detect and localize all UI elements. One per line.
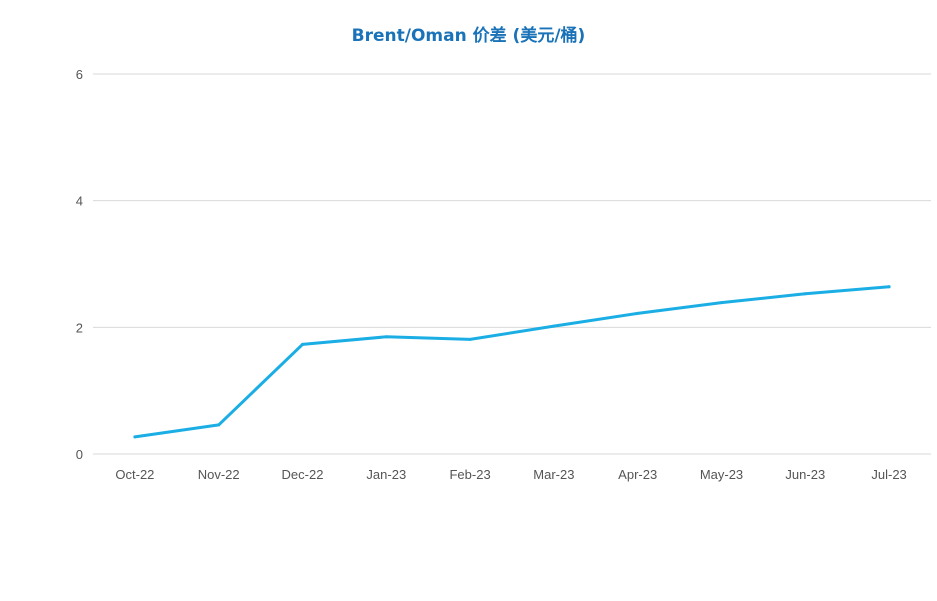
y-axis-tick-labels: 0 2 4 6 (76, 67, 83, 462)
x-tick-label: Jan-23 (366, 467, 406, 482)
x-tick-label: Jun-23 (785, 467, 825, 482)
data-point (217, 423, 221, 427)
data-point (384, 335, 388, 339)
data-point (720, 301, 723, 305)
data-point (636, 311, 640, 315)
y-tick-label: 6 (76, 67, 83, 82)
y-tick-label: 4 (76, 194, 83, 209)
data-point (887, 285, 891, 289)
series-layer (133, 285, 891, 439)
data-point (552, 324, 556, 328)
x-tick-label: Feb-23 (449, 467, 490, 482)
data-point (133, 435, 137, 439)
x-tick-label: Oct-22 (115, 467, 154, 482)
x-tick-label: Dec-22 (282, 467, 324, 482)
x-tick-label: Jul-23 (871, 467, 906, 482)
data-point (803, 292, 807, 296)
gridlines (93, 73, 931, 455)
x-tick-label: May-23 (700, 467, 743, 482)
y-tick-label: 2 (76, 320, 83, 335)
x-tick-label: Mar-23 (533, 467, 574, 482)
y-tick-label: 0 (76, 447, 83, 462)
series-line (133, 285, 891, 439)
x-axis-tick-labels: Oct-22 Nov-22 Dec-22 Jan-23 Feb-23 Mar-23 Apr-… (115, 467, 906, 482)
data-point (301, 342, 304, 346)
x-tick-label: Nov-22 (198, 467, 240, 482)
x-tick-label: Apr-23 (618, 467, 657, 482)
chart-title: Brent/Oman 价差 (美元/桶) (351, 26, 586, 46)
data-point (468, 337, 472, 341)
